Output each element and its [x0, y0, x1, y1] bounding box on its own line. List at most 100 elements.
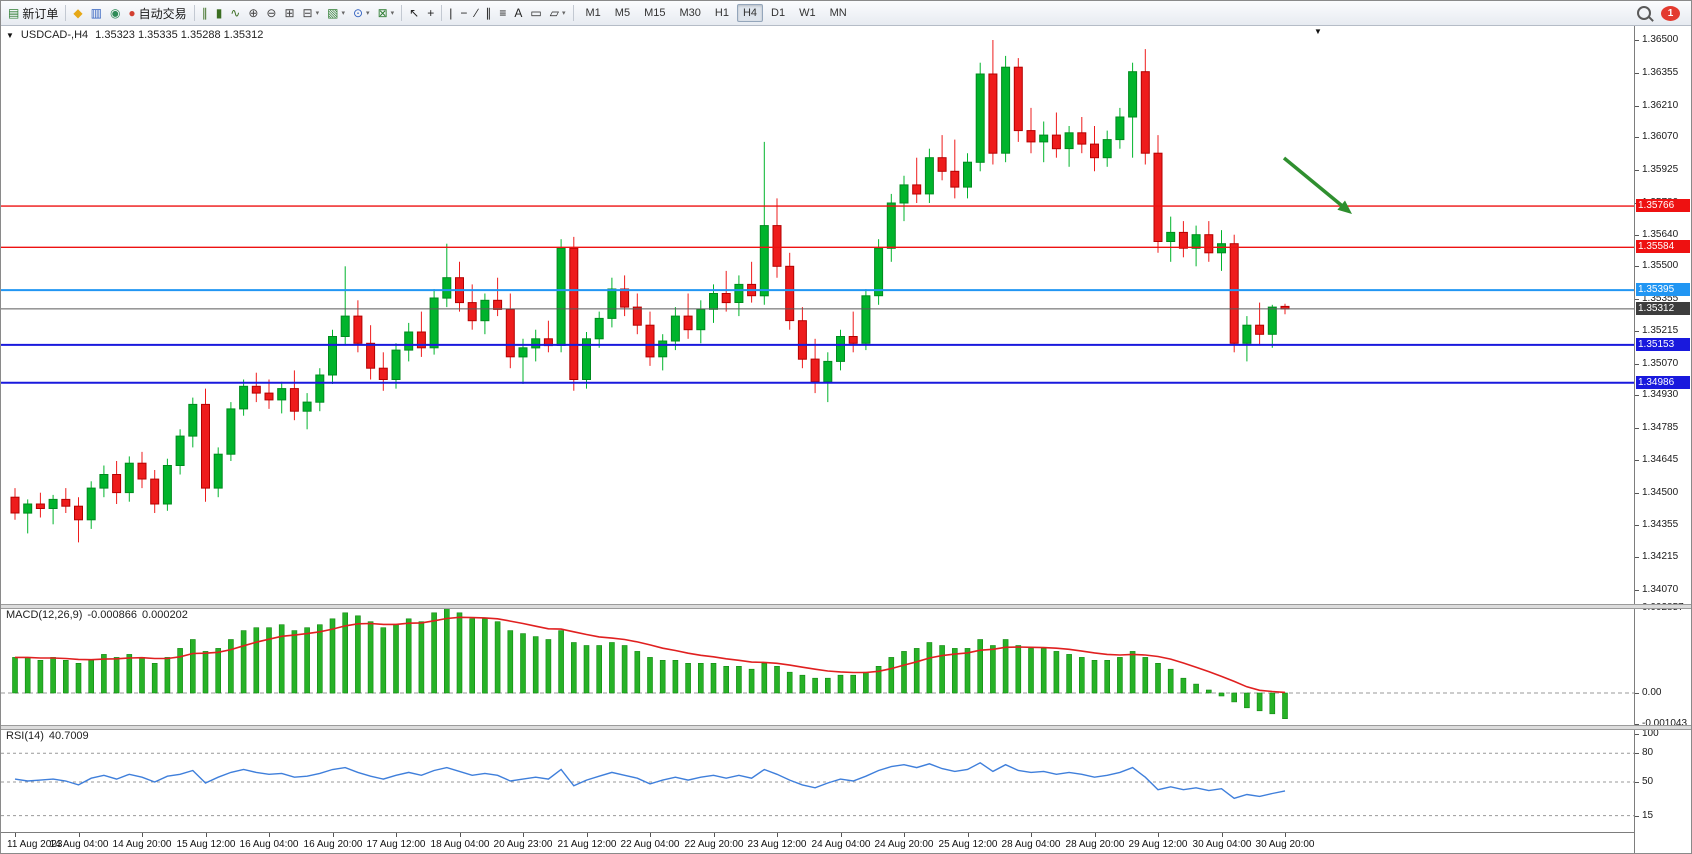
label-button[interactable]: ▭	[526, 5, 545, 21]
price-axis-label: 1.36070	[1642, 131, 1679, 142]
notification-badge[interactable]: 1	[1661, 5, 1680, 21]
bar-chart-button[interactable]: ∥	[198, 5, 212, 21]
indicators-button[interactable]: ⊠ ▾	[374, 5, 399, 21]
candlestick-chart-icon: ▮	[215, 6, 223, 20]
zoom-in-button[interactable]: ⊕	[244, 5, 262, 21]
zoom-out-icon: ⊖	[266, 6, 277, 20]
price-chart-panel[interactable]: ▼ USDCAD-,H4 1.35323 1.35335 1.35288 1.3…	[1, 26, 1635, 604]
toolbar-separator	[401, 5, 403, 21]
period-button[interactable]: ⊙ ▾	[349, 5, 374, 21]
chart-area: ▼ USDCAD-,H4 1.35323 1.35335 1.35288 1.3…	[1, 26, 1691, 853]
time-axis[interactable]: 11 Aug 2023 14 Aug 04:00 14 Aug 20:00 15 Au…	[1, 832, 1691, 853]
cursor-button[interactable]: ↖	[405, 5, 423, 21]
toolbar-separator	[572, 5, 574, 21]
time-axis-label: 25 Aug 12:00	[938, 839, 998, 850]
rsi-value: 40.7009	[48, 730, 89, 742]
current-price-badge: 1.35312	[1636, 302, 1690, 315]
toolbar-separator	[193, 5, 195, 21]
price-line-badge: 1.35153	[1636, 338, 1690, 351]
price-line-badge: 1.34986	[1636, 376, 1690, 389]
price-line-badge: 1.35766	[1636, 199, 1690, 212]
rsi-label: RSI(14) 40.7009	[6, 730, 89, 742]
new-order-icon: ▤	[8, 6, 20, 20]
tile-windows-button[interactable]: ⊞	[280, 5, 298, 21]
channel-icon: ∥	[485, 6, 492, 20]
shapes-icon: ▱	[549, 6, 559, 20]
rsi-axis-label: 15	[1642, 810, 1654, 821]
time-axis-label: 11 Aug 2023	[7, 839, 63, 850]
price-axis-rsi: 100 80 50 15	[1635, 728, 1691, 832]
templates-button[interactable]: ▧ ▾	[323, 5, 349, 21]
price-axis-main: 1.36500 1.36355 1.36210 1.36070 1.35925 1.357…	[1635, 26, 1691, 604]
zoom-out-button[interactable]: ⊖	[262, 5, 280, 21]
chevron-down-icon[interactable]: ▾	[315, 10, 320, 17]
price-line-badge: 1.35395	[1636, 283, 1690, 296]
time-axis-label: 15 Aug 12:00	[176, 839, 236, 850]
panel-resize-handle[interactable]	[1, 604, 1691, 609]
horizontal-line-button[interactable]: −	[456, 5, 471, 21]
candlestick-chart-canvas[interactable]	[1, 26, 1635, 604]
arrange-windows-icon: ⊟	[302, 6, 313, 20]
trendline-button[interactable]: ∕	[471, 5, 481, 21]
search-icon[interactable]	[1637, 6, 1651, 20]
price-axis[interactable]: 1.36500 1.36355 1.36210 1.36070 1.35925 1.357…	[1634, 26, 1691, 853]
timeframe-m15-button[interactable]: M15	[644, 7, 666, 19]
charts-grid-button[interactable]: ◆	[69, 5, 86, 21]
macd-axis-label: -0.001043	[1642, 718, 1688, 729]
timeframe-m30-button[interactable]: M30	[679, 7, 701, 19]
toolbar-right: 1	[1637, 5, 1688, 21]
price-axis-macd: 0.0028570.00-0.001043	[1635, 602, 1691, 729]
chevron-down-icon[interactable]: ▾	[561, 10, 566, 17]
chart-menu-icon[interactable]: ▼	[6, 30, 14, 40]
candlestick-chart-button[interactable]: ▮	[212, 5, 227, 21]
panel-resize-handle[interactable]	[1, 725, 1691, 730]
bar-chart-icon: ∥	[201, 6, 208, 20]
community-icon: ◉	[109, 6, 121, 20]
new-order-label: 新订单	[22, 6, 59, 21]
new-order-button[interactable]: ▤ 新订单	[4, 3, 62, 24]
time-axis-label: 28 Aug 20:00	[1065, 839, 1125, 850]
indicators-icon: ⊠	[377, 6, 388, 20]
timeframe-m5-button[interactable]: M5	[614, 7, 631, 19]
vertical-line-button[interactable]: |	[445, 5, 456, 21]
macd-axis-label: 0.00	[1642, 687, 1662, 698]
text-icon: A	[514, 6, 523, 20]
crosshair-button[interactable]: +	[423, 5, 438, 21]
label-icon: ▭	[530, 6, 542, 20]
arrange-windows-button[interactable]: ⊟ ▾	[299, 5, 324, 21]
timeframe-d1-button[interactable]: D1	[771, 7, 786, 19]
right-shift-marker-icon[interactable]: ▼	[1314, 27, 1322, 36]
timeframe-h4-button[interactable]: H4	[736, 4, 763, 22]
rsi-panel[interactable]: RSI(14) 40.7009	[1, 728, 1635, 832]
timeframe-h1-button[interactable]: H1	[714, 7, 729, 19]
data-window-icon: ▥	[90, 6, 102, 20]
macd-chart-canvas[interactable]	[1, 607, 1635, 725]
time-axis-label: 23 Aug 12:00	[747, 839, 807, 850]
timeframe-w1-button[interactable]: W1	[799, 7, 816, 19]
toolbar-separator	[65, 5, 67, 21]
time-axis-label: 28 Aug 04:00	[1001, 839, 1061, 850]
text-button[interactable]: A	[510, 5, 526, 21]
rsi-name: RSI(14)	[6, 730, 44, 742]
channel-button[interactable]: ∥	[481, 5, 495, 21]
vertical-line-icon: |	[449, 6, 453, 20]
time-axis-label: 20 Aug 23:00	[493, 839, 553, 850]
toolbar: ▤ 新订单 ◆ ▥ ◉ ● 自动交易 ∥ ▮ ∿ ⊕ ⊖ ⊞ ⊟ ▾ ▧ ▾ ⊙ ▾ ⊠ ▾ ↖ + | − ∕ ∥ ≡ A ▭ ▱ ▾ M1…	[1, 1, 1691, 26]
time-axis-label: 14 Aug 20:00	[112, 839, 172, 850]
fibonacci-button[interactable]: ≡	[495, 5, 510, 21]
crosshair-icon: +	[427, 6, 435, 20]
shapes-button[interactable]: ▱ ▾	[546, 5, 570, 21]
macd-panel[interactable]: MACD(12,26,9) -0.000866 0.000202	[1, 607, 1635, 725]
timeframe-m1-button[interactable]: M1	[585, 7, 601, 19]
chevron-down-icon[interactable]: ▾	[341, 10, 345, 17]
community-button[interactable]: ◉	[106, 5, 124, 21]
rsi-chart-canvas[interactable]	[1, 728, 1635, 832]
cursor-icon: ↖	[409, 6, 420, 20]
auto-trading-button[interactable]: ● 自动交易	[124, 3, 190, 24]
price-axis-label: 1.34355	[1642, 519, 1679, 530]
chevron-down-icon[interactable]: ▾	[390, 10, 395, 17]
timeframe-mn-button[interactable]: MN	[829, 7, 847, 19]
chevron-down-icon[interactable]: ▾	[366, 10, 370, 17]
line-chart-button[interactable]: ∿	[226, 5, 244, 21]
data-window-button[interactable]: ▥	[87, 5, 106, 21]
